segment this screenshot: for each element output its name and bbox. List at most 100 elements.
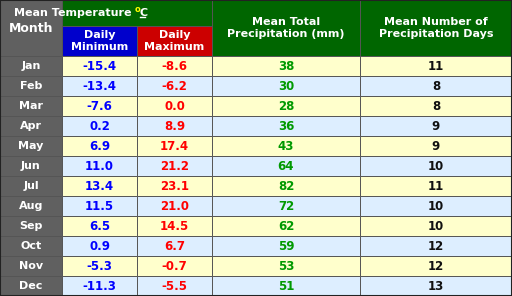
Text: 0.2: 0.2 bbox=[89, 120, 110, 133]
Text: 28: 28 bbox=[278, 99, 294, 112]
Text: 43: 43 bbox=[278, 139, 294, 152]
Text: Mean Temperature: Mean Temperature bbox=[14, 8, 135, 18]
Text: Mean Total
Precipitation (mm): Mean Total Precipitation (mm) bbox=[227, 17, 345, 39]
Bar bbox=[0, 96, 62, 116]
Bar bbox=[62, 196, 137, 216]
Text: 12: 12 bbox=[428, 260, 444, 273]
Text: 8.9: 8.9 bbox=[164, 120, 185, 133]
Bar bbox=[62, 176, 137, 196]
Bar bbox=[0, 276, 62, 296]
Bar bbox=[137, 276, 212, 296]
Bar bbox=[137, 196, 212, 216]
Bar bbox=[62, 96, 137, 116]
Text: 13.4: 13.4 bbox=[85, 179, 114, 192]
Bar bbox=[212, 236, 360, 256]
Text: Month: Month bbox=[9, 22, 53, 35]
Text: 72: 72 bbox=[278, 200, 294, 213]
Bar bbox=[212, 276, 360, 296]
Bar bbox=[0, 136, 62, 156]
Text: 51: 51 bbox=[278, 279, 294, 292]
Text: 6.7: 6.7 bbox=[164, 239, 185, 252]
Bar bbox=[62, 136, 137, 156]
Bar bbox=[0, 216, 62, 236]
Text: Mean Number of
Precipitation Days: Mean Number of Precipitation Days bbox=[379, 17, 493, 39]
Bar bbox=[0, 56, 62, 76]
Bar bbox=[137, 156, 212, 176]
Text: -0.7: -0.7 bbox=[162, 260, 187, 273]
Text: Sep: Sep bbox=[19, 221, 42, 231]
Text: 8: 8 bbox=[432, 99, 440, 112]
Text: Mar: Mar bbox=[19, 101, 43, 111]
Bar bbox=[62, 116, 137, 136]
Text: 9: 9 bbox=[432, 120, 440, 133]
Text: Jun: Jun bbox=[21, 161, 41, 171]
Bar bbox=[137, 236, 212, 256]
Text: Feb: Feb bbox=[20, 81, 42, 91]
Text: 30: 30 bbox=[278, 80, 294, 92]
Text: 6.5: 6.5 bbox=[89, 220, 110, 232]
Bar bbox=[0, 256, 62, 276]
Bar bbox=[62, 276, 137, 296]
Text: -11.3: -11.3 bbox=[82, 279, 116, 292]
Bar bbox=[62, 216, 137, 236]
Bar bbox=[137, 256, 212, 276]
Text: 10: 10 bbox=[428, 160, 444, 173]
Bar bbox=[360, 196, 512, 216]
Text: 13: 13 bbox=[428, 279, 444, 292]
Bar bbox=[62, 156, 137, 176]
Text: Jul: Jul bbox=[23, 181, 39, 191]
Text: Daily
Maximum: Daily Maximum bbox=[144, 30, 205, 52]
Text: 0.0: 0.0 bbox=[164, 99, 185, 112]
Text: 23.1: 23.1 bbox=[160, 179, 189, 192]
Bar bbox=[360, 236, 512, 256]
Text: 10: 10 bbox=[428, 200, 444, 213]
Text: 53: 53 bbox=[278, 260, 294, 273]
Bar bbox=[137, 176, 212, 196]
Bar bbox=[212, 136, 360, 156]
Text: 17.4: 17.4 bbox=[160, 139, 189, 152]
Text: Aug: Aug bbox=[19, 201, 43, 211]
Bar bbox=[360, 276, 512, 296]
Text: 14.5: 14.5 bbox=[160, 220, 189, 232]
Bar bbox=[0, 156, 62, 176]
Bar bbox=[137, 96, 212, 116]
Text: 21.2: 21.2 bbox=[160, 160, 189, 173]
Text: Jan: Jan bbox=[22, 61, 40, 71]
Bar bbox=[212, 216, 360, 236]
Text: 9: 9 bbox=[432, 139, 440, 152]
Text: -6.2: -6.2 bbox=[162, 80, 187, 92]
Text: -13.4: -13.4 bbox=[82, 80, 117, 92]
Text: Apr: Apr bbox=[20, 121, 42, 131]
Bar bbox=[62, 256, 137, 276]
Bar bbox=[360, 136, 512, 156]
Bar bbox=[360, 156, 512, 176]
Bar bbox=[212, 156, 360, 176]
Text: 62: 62 bbox=[278, 220, 294, 232]
Text: 38: 38 bbox=[278, 59, 294, 73]
Text: 21.0: 21.0 bbox=[160, 200, 189, 213]
Text: 59: 59 bbox=[278, 239, 294, 252]
Text: -8.6: -8.6 bbox=[161, 59, 187, 73]
Bar bbox=[62, 56, 137, 76]
Text: 11.5: 11.5 bbox=[85, 200, 114, 213]
Bar bbox=[212, 176, 360, 196]
Bar bbox=[212, 96, 360, 116]
Text: 82: 82 bbox=[278, 179, 294, 192]
Bar bbox=[212, 196, 360, 216]
Bar bbox=[360, 216, 512, 236]
Bar bbox=[0, 176, 62, 196]
Bar bbox=[0, 196, 62, 216]
Text: Nov: Nov bbox=[19, 261, 43, 271]
Text: Daily
Minimum: Daily Minimum bbox=[71, 30, 128, 52]
Text: -15.4: -15.4 bbox=[82, 59, 117, 73]
Bar bbox=[212, 256, 360, 276]
Text: 11.0: 11.0 bbox=[85, 160, 114, 173]
Text: 64: 64 bbox=[278, 160, 294, 173]
Text: 11: 11 bbox=[428, 59, 444, 73]
Text: Oct: Oct bbox=[20, 241, 41, 251]
Bar bbox=[137, 216, 212, 236]
Bar bbox=[212, 56, 360, 76]
Bar bbox=[212, 76, 360, 96]
Bar bbox=[0, 76, 62, 96]
Text: 0.9: 0.9 bbox=[89, 239, 110, 252]
